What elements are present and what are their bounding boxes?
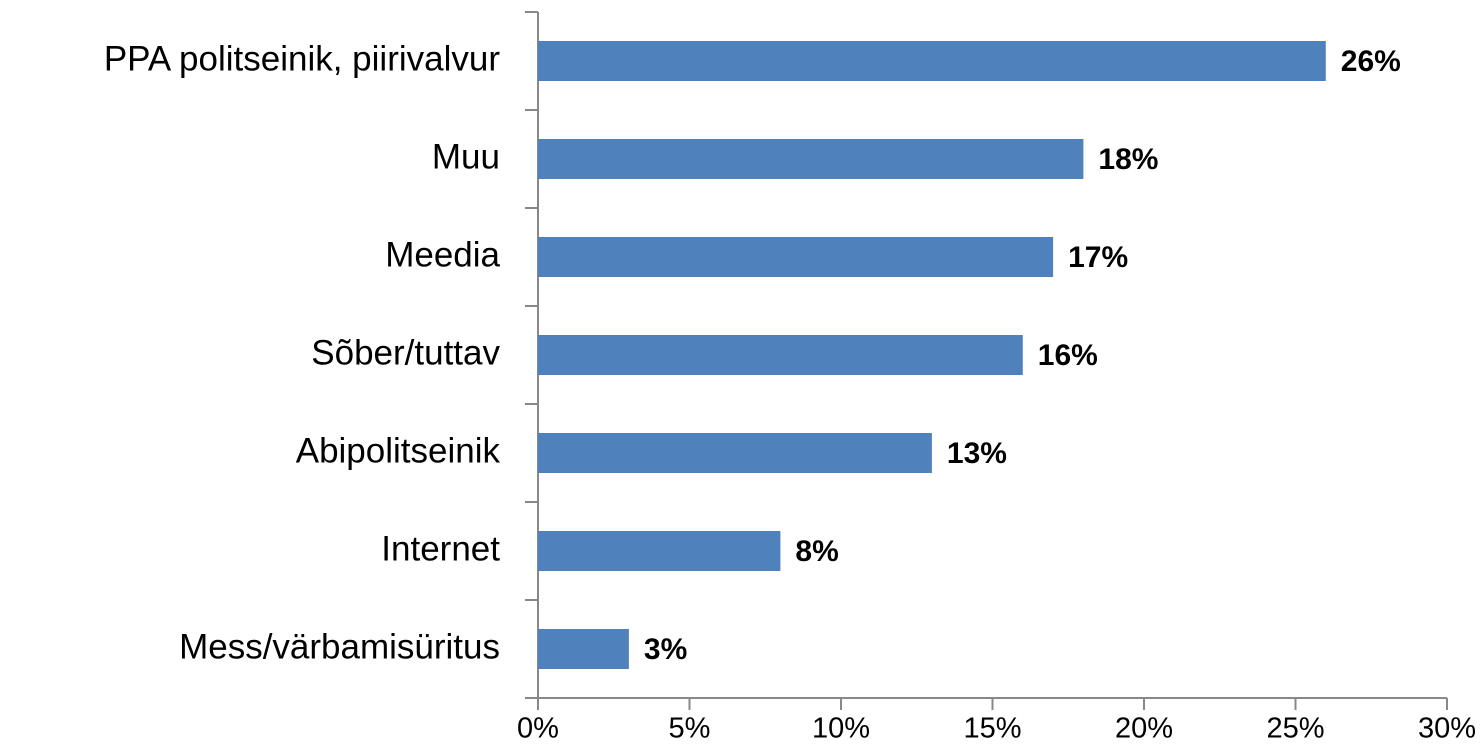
category-label: Abipolitseinik bbox=[296, 431, 501, 470]
x-tick-label: 10% bbox=[812, 713, 870, 745]
category-label: Meedia bbox=[385, 235, 500, 274]
x-tick-label: 20% bbox=[1115, 713, 1173, 745]
bar bbox=[538, 433, 932, 473]
bar bbox=[538, 335, 1023, 375]
category-label: Muu bbox=[432, 137, 500, 176]
x-tick-label: 25% bbox=[1266, 713, 1324, 745]
value-label: 3% bbox=[644, 633, 687, 666]
bar bbox=[538, 237, 1054, 277]
value-label: 8% bbox=[795, 535, 838, 568]
category-label: Internet bbox=[381, 529, 500, 568]
category-label: Mess/värbamisüritus bbox=[179, 627, 500, 666]
x-tick-label: 15% bbox=[963, 713, 1021, 745]
bar bbox=[538, 629, 629, 669]
value-label: 18% bbox=[1098, 143, 1158, 176]
value-label: 26% bbox=[1341, 45, 1401, 78]
bar bbox=[538, 531, 781, 571]
bar bbox=[538, 139, 1084, 179]
bar bbox=[538, 41, 1326, 81]
category-label: Sõber/tuttav bbox=[311, 333, 500, 372]
category-label: PPA politseinik, piirivalvur bbox=[104, 39, 501, 78]
x-tick-label: 5% bbox=[669, 713, 711, 745]
value-label: 13% bbox=[947, 437, 1007, 470]
value-label: 16% bbox=[1038, 339, 1098, 372]
x-tick-label: 30% bbox=[1418, 713, 1476, 745]
value-label: 17% bbox=[1068, 241, 1128, 274]
x-tick-label: 0% bbox=[517, 713, 559, 745]
